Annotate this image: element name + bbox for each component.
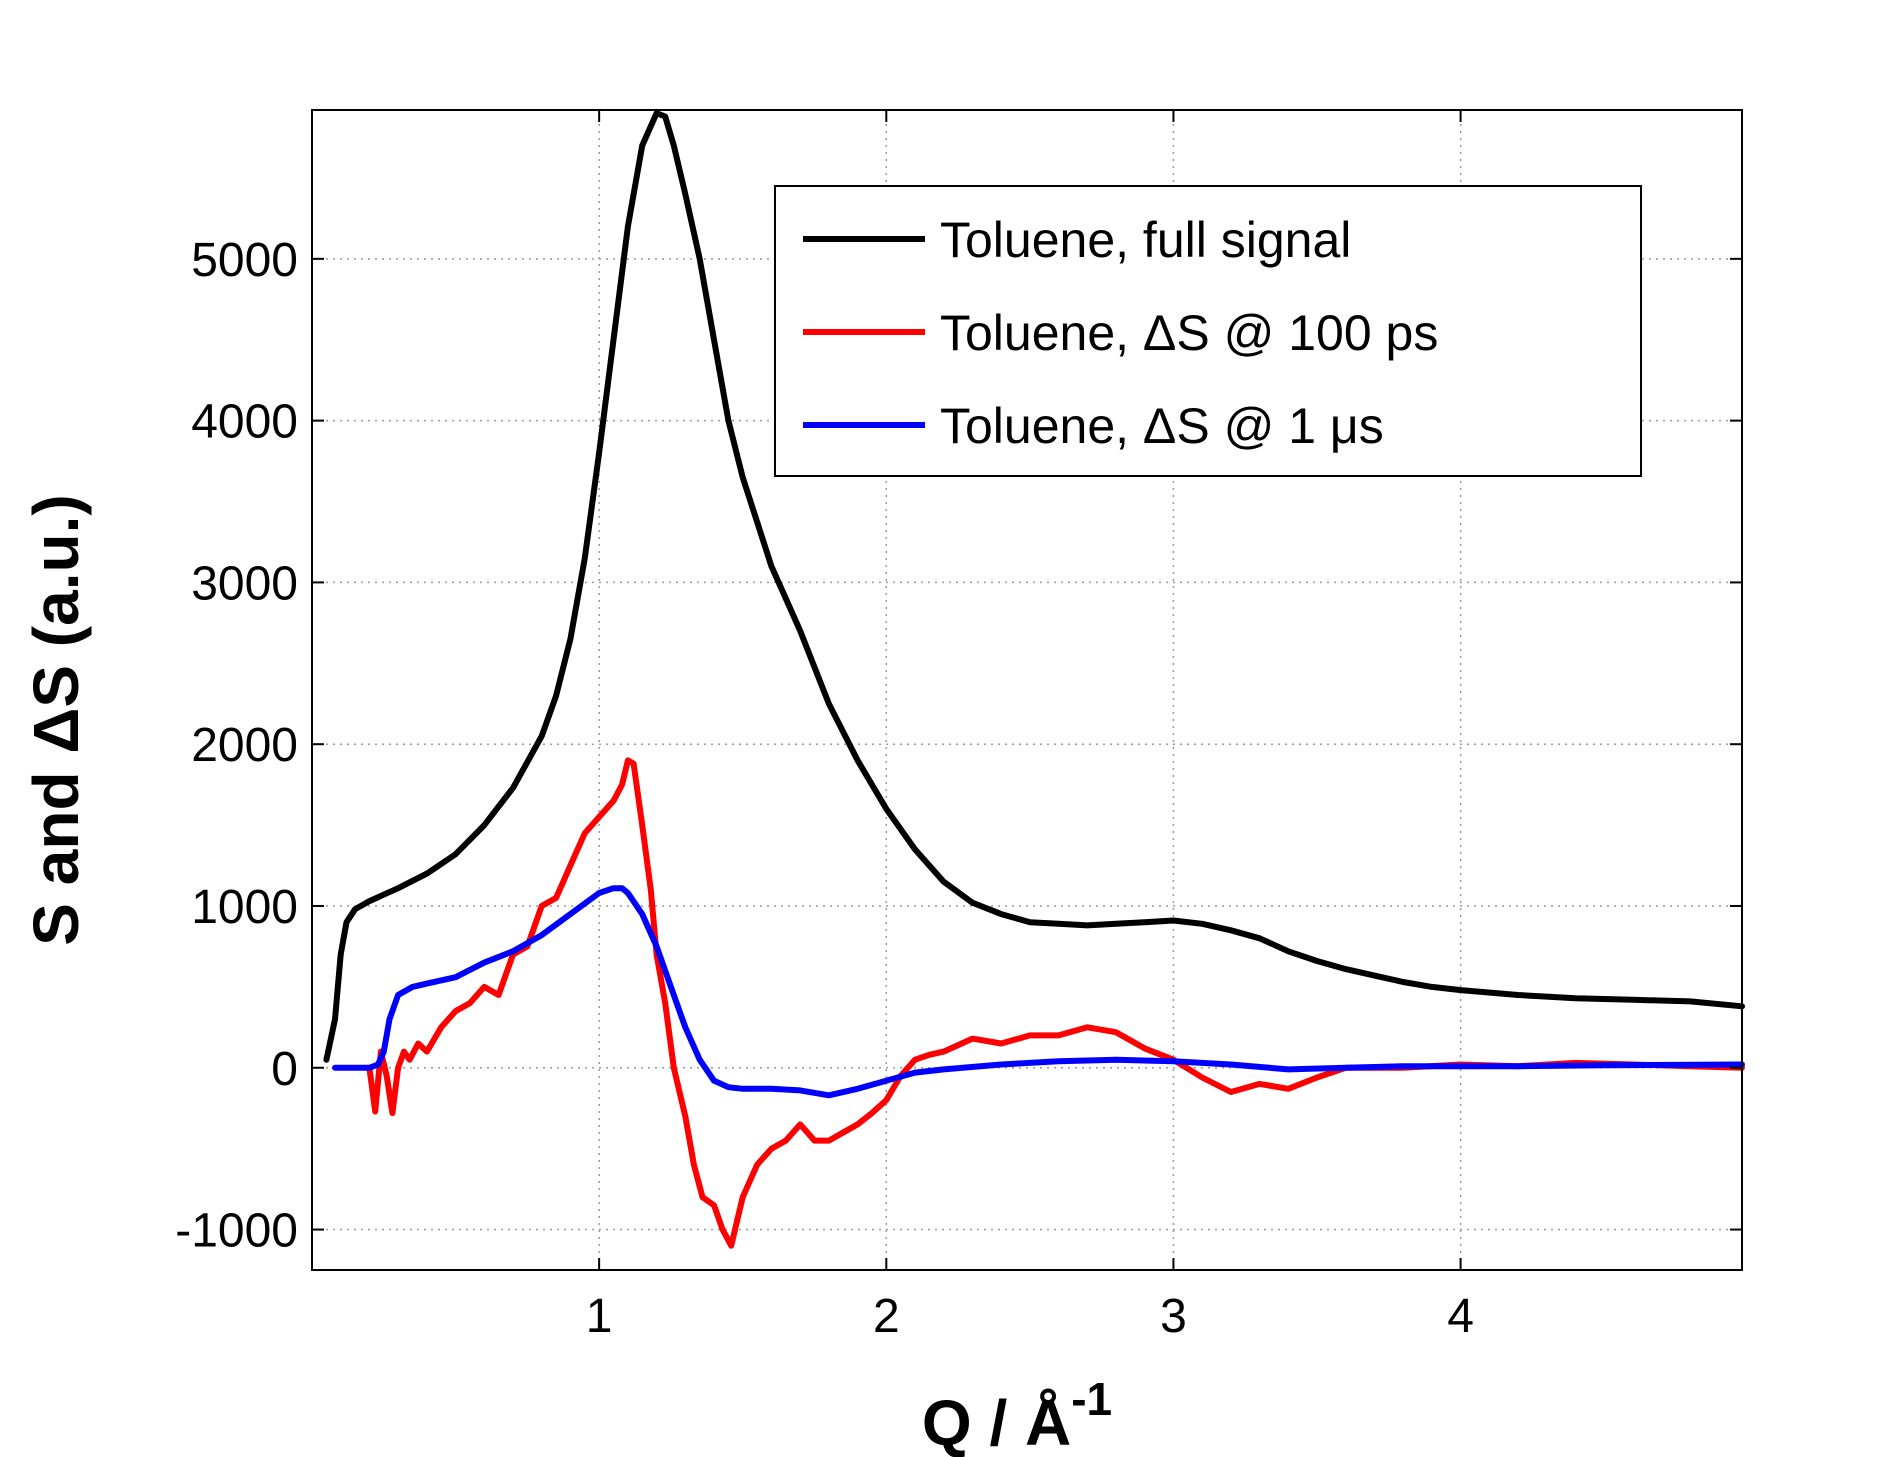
legend-label-1: Toluene, full signal	[940, 212, 1351, 268]
tick-labels: 1 2 3 4 -1000 0 1000 2000 3000 4000 5000	[175, 234, 1474, 1343]
plot-frame	[311, 109, 1743, 1271]
x-tick-label: 1	[586, 1290, 613, 1343]
series-line-2	[366, 757, 1745, 1249]
legend-label-3: Toluene, ΔS @ 1 μs	[940, 398, 1384, 454]
axis-ticks	[312, 110, 1742, 1270]
series-line-1	[323, 110, 1745, 1063]
y-tick-label: 4000	[191, 396, 298, 449]
y-axis-label: S and ΔS (a.u.)	[20, 494, 92, 945]
series-line-3	[332, 885, 1745, 1099]
y-tick-label: 1000	[191, 881, 298, 934]
x-tick-label: 4	[1447, 1290, 1474, 1343]
y-tick-label: 2000	[191, 719, 298, 772]
y-tick-label: 3000	[191, 557, 298, 610]
y-tick-label: 5000	[191, 234, 298, 287]
x-axis-label: Q / Å-1	[922, 1373, 1112, 1457]
x-tick-label: 2	[873, 1290, 900, 1343]
plot-series	[323, 110, 1745, 1249]
x-tick-label: 3	[1160, 1290, 1187, 1343]
legend: Toluene, full signal Toluene, ΔS @ 100 ps…	[774, 185, 1642, 477]
legend-label-2: Toluene, ΔS @ 100 ps	[940, 305, 1438, 361]
x-axis-label-superscript: -1	[1071, 1373, 1112, 1425]
x-axis-label-text: Q / Å	[922, 1387, 1071, 1457]
y-tick-label: -1000	[175, 1205, 298, 1258]
y-tick-label: 0	[271, 1043, 298, 1096]
